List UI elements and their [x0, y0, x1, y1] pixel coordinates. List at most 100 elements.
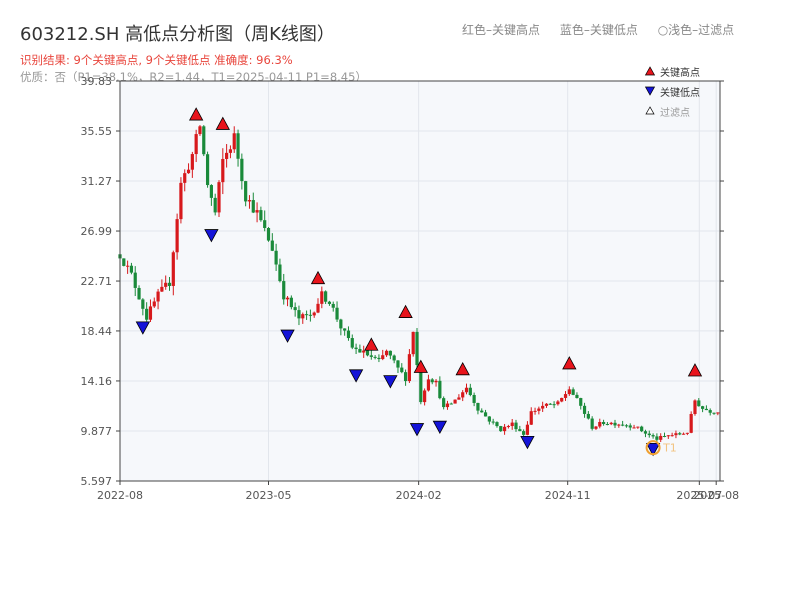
- candles: [118, 125, 720, 443]
- candle-body: [312, 312, 316, 316]
- candle-body: [126, 265, 130, 267]
- key-high-marker: [413, 359, 428, 373]
- candle-body: [506, 426, 510, 428]
- key-high-marker: [364, 337, 379, 351]
- key-low-marker: [520, 435, 535, 450]
- candle-body: [141, 299, 145, 309]
- candle-body: [171, 252, 175, 286]
- candle-body: [167, 282, 172, 286]
- candle-body: [282, 281, 286, 300]
- candle-body: [225, 152, 229, 159]
- candle-body: [659, 435, 663, 440]
- candle-body: [388, 350, 392, 356]
- candle-body: [541, 405, 545, 409]
- legend-faint-symbol: ○: [657, 23, 669, 37]
- legend-blue-text: 蓝色–关键低点: [559, 23, 638, 37]
- candle-body: [213, 197, 217, 213]
- candle-body: [681, 433, 686, 435]
- candle-body: [278, 264, 282, 282]
- candle-body: [190, 154, 194, 170]
- legend-red-text: 红色–关键高点: [462, 23, 541, 37]
- x-tick-label: 2024-11: [545, 489, 591, 502]
- candle-body: [129, 265, 134, 273]
- candle-body: [270, 240, 274, 251]
- candle-body: [643, 431, 648, 434]
- candle-body: [202, 126, 206, 155]
- candle-body: [343, 328, 347, 331]
- candle-body: [510, 422, 514, 427]
- candle-body: [156, 291, 160, 302]
- color-legend: 红色–关键高点 蓝色–关键低点 ○浅色–过滤点: [462, 21, 734, 38]
- candle-body: [499, 426, 503, 432]
- candle-body: [384, 350, 389, 356]
- key-low-marker: [135, 321, 151, 335]
- candle-body: [640, 426, 644, 432]
- candle-body: [217, 182, 221, 213]
- candle-body: [495, 422, 499, 427]
- recognition-result: 识别结果: 9个关键高点, 9个关键低点 准确度: 96.3%: [20, 53, 293, 67]
- legend-high-icon: [644, 66, 656, 76]
- candle-body: [411, 331, 415, 355]
- key-low-marker: [204, 229, 219, 243]
- candle-body: [442, 398, 446, 408]
- candle-body: [617, 424, 621, 426]
- candle-body: [133, 272, 137, 288]
- candle-body: [145, 308, 149, 320]
- chart-title: 603212.SH 高低点分析图（周K线图）: [20, 24, 335, 45]
- candle-body: [209, 185, 213, 198]
- candle-body: [476, 402, 480, 411]
- legend-low-icon: [644, 86, 656, 96]
- candle-body: [601, 422, 606, 425]
- candle-body: [697, 400, 701, 407]
- candle-body: [205, 154, 210, 186]
- candle-body: [152, 301, 156, 307]
- candle-body: [407, 354, 411, 382]
- candle-body: [674, 433, 678, 436]
- candle-body: [221, 158, 225, 183]
- candle-body: [704, 408, 709, 411]
- candle-body: [560, 397, 564, 402]
- candle-body: [263, 220, 267, 228]
- candle-body: [335, 307, 339, 320]
- candle-body: [567, 389, 571, 395]
- candle-body: [628, 425, 632, 428]
- candle-body: [662, 435, 667, 437]
- candle-body: [377, 357, 381, 360]
- legend-filtered-icon: [645, 106, 655, 115]
- candle-body: [308, 314, 312, 316]
- candle-body: [563, 394, 568, 398]
- candle-body: [232, 133, 236, 150]
- candle-body: [324, 291, 328, 302]
- axes: 5.597 9.877 14.16 18.44 22.71 26.99 31.27 35.55…: [81, 75, 740, 502]
- candle-body: [579, 398, 583, 406]
- candle-body: [160, 286, 164, 292]
- candle-body: [331, 303, 335, 308]
- key-low-marker: [348, 369, 364, 383]
- candle-body: [194, 134, 198, 155]
- candle-body: [426, 379, 431, 391]
- candle-body: [529, 411, 533, 425]
- candle-body: [247, 200, 252, 202]
- candle-body: [556, 401, 560, 405]
- candle-body: [491, 421, 495, 423]
- legend-filtered-label: 过滤点: [660, 106, 690, 119]
- candle-body: [590, 418, 594, 429]
- candle-body: [164, 282, 168, 287]
- candle-body: [373, 356, 377, 358]
- markers: T1: [135, 107, 703, 457]
- candle-body: [552, 404, 556, 406]
- candle-body: [236, 133, 240, 159]
- candle-body: [716, 412, 720, 414]
- candle-body: [712, 412, 716, 414]
- key-low-marker: [409, 423, 425, 437]
- candle-body: [415, 331, 419, 366]
- candle-body: [244, 181, 248, 202]
- key-high-marker: [215, 116, 230, 130]
- y-tick-label: 9.877: [81, 425, 113, 438]
- key-high-marker: [188, 107, 204, 121]
- candle-body: [502, 426, 507, 432]
- candle-body: [339, 319, 343, 329]
- candle-body: [346, 330, 351, 339]
- y-tick-label: 35.55: [81, 125, 113, 138]
